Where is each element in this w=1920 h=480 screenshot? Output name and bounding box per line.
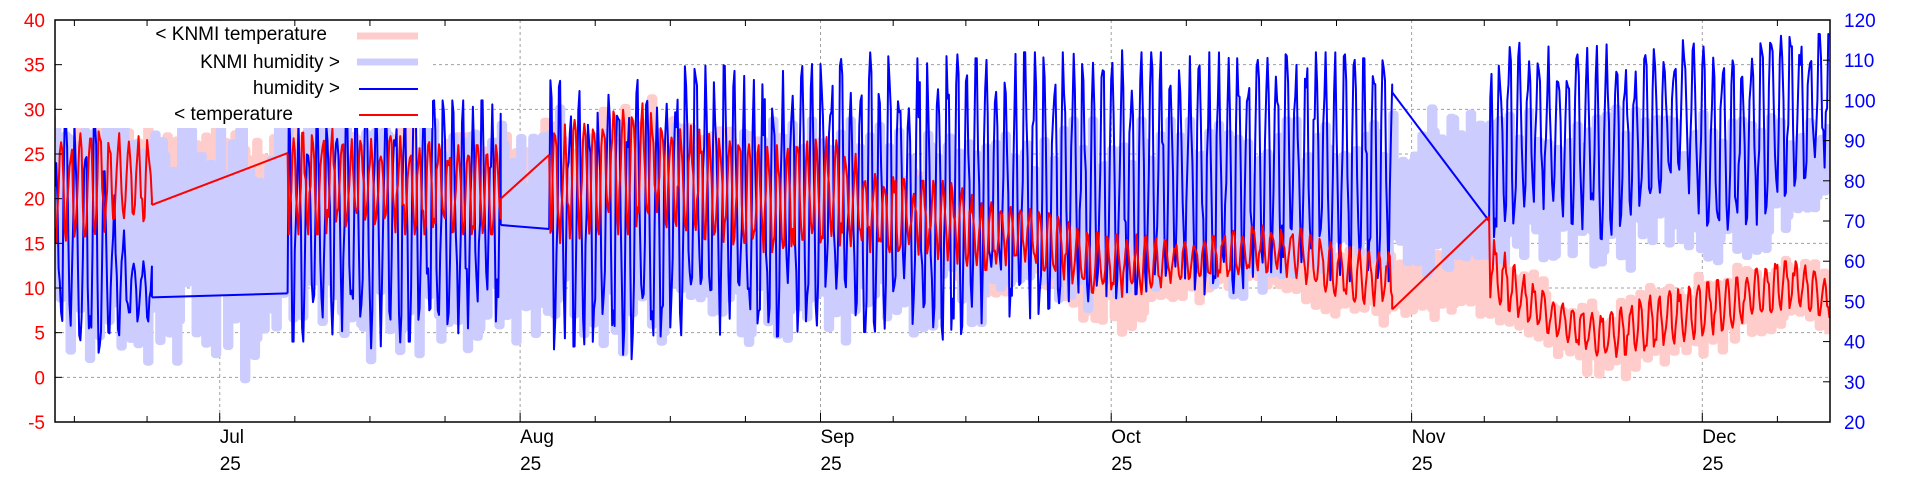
legend-label-knmi-temperature: < KNMI temperature: [155, 24, 327, 45]
x-tick-label-year: 25: [1702, 454, 1723, 475]
x-tick-label-month: Nov: [1412, 427, 1446, 448]
series-line-hum: [548, 49, 1394, 361]
y-tick-label-right: 50: [1844, 292, 1865, 313]
y-tick-label-left: 30: [24, 100, 45, 121]
series-line-temp: [286, 127, 502, 236]
x-tick-label-year: 25: [520, 454, 541, 475]
y-tick-label-right: 20: [1844, 413, 1865, 434]
series-line-hum: [1391, 91, 1490, 222]
x-tick-label-month: Sep: [821, 427, 855, 448]
y-tick-label-right: 80: [1844, 172, 1865, 193]
plot-border: [54, 19, 1831, 423]
y-tick-label-left: 10: [24, 279, 45, 300]
legend-label-humidity: humidity >: [253, 78, 340, 99]
y-tick-label-left: 15: [24, 234, 45, 255]
series-line-temp: [1488, 216, 1830, 358]
y-tick-label-right: 120: [1844, 11, 1876, 32]
series-line-hum: [286, 92, 502, 350]
y-tick-label-left: 20: [24, 190, 45, 211]
x-tick-label-month: Aug: [520, 427, 554, 448]
y-tick-label-right: 110: [1844, 51, 1874, 72]
y-tick-label-left: 40: [24, 11, 45, 32]
y-tick-label-right: 60: [1844, 252, 1865, 273]
y-tick-label-left: 5: [34, 324, 45, 345]
y-tick-label-right: 30: [1844, 373, 1865, 394]
series-line-hum: [55, 119, 153, 354]
y-tick-label-left: 25: [24, 145, 45, 166]
y-tick-label-left: -5: [28, 413, 45, 434]
series-line-hum: [1488, 32, 1830, 241]
series-line-temp: [1391, 215, 1490, 311]
x-tick-label-month: Dec: [1702, 427, 1736, 448]
legend-label-temperature: < temperature: [174, 104, 293, 125]
y-tick-label-left: 35: [24, 56, 45, 77]
series-line-hum: [151, 292, 288, 299]
legend-label-knmi-humidity: KNMI humidity >: [200, 52, 340, 73]
y-tick-label-right: 40: [1844, 333, 1865, 354]
series-line-hum: [500, 224, 550, 230]
series-line-temp: [548, 102, 1394, 310]
legend: < KNMI temperature KNMI humidity > humid…: [56, 21, 432, 128]
x-tick-label-month: Oct: [1111, 427, 1141, 448]
series-line-temp: [500, 154, 550, 200]
x-tick-label-year: 25: [821, 454, 842, 475]
y-tick-label-left: 0: [34, 368, 45, 389]
series-line-temp: [55, 130, 153, 245]
series-layer: [55, 32, 1830, 384]
series-line-temp: [151, 152, 288, 206]
x-tick-label-year: 25: [1412, 454, 1433, 475]
axes: -5 0 5 10 15 20 25 30 35 40 20 30 40 50 60 70 80 90 100 110…: [24, 11, 1876, 475]
x-tick-label-year: 25: [220, 454, 241, 475]
x-tick-label-month: Jul: [220, 427, 244, 448]
y-tick-label-right: 90: [1844, 132, 1865, 153]
y-tick-label-right: 70: [1844, 212, 1865, 233]
y-tick-label-right: 100: [1844, 91, 1876, 112]
x-tick-label-year: 25: [1111, 454, 1132, 475]
